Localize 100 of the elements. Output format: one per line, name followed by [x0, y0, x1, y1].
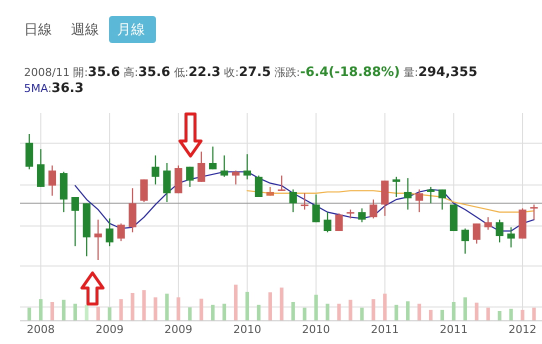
bar	[337, 304, 341, 321]
text: 收:27.5	[224, 65, 271, 80]
candlestick	[48, 164, 56, 196]
candlestick	[117, 222, 125, 242]
text: 漲跌:-6.4(-18.88%)	[274, 65, 400, 80]
text: 開:35.6	[73, 65, 120, 80]
x-tick-label: 2012	[508, 323, 537, 336]
x-tick-label: 2011	[370, 323, 399, 336]
text: :36.3	[48, 81, 84, 96]
bar	[532, 308, 536, 321]
candlestick	[300, 192, 308, 210]
bar	[314, 294, 318, 321]
bar	[176, 297, 180, 321]
candlestick	[392, 176, 400, 198]
text: 高:35.6	[124, 65, 170, 80]
bar	[372, 299, 376, 321]
candlestick	[472, 222, 480, 244]
x-tick-label: 2009	[96, 323, 124, 336]
bar	[96, 306, 100, 321]
bar	[234, 284, 238, 321]
text: 量:294,355	[403, 65, 478, 80]
bar	[474, 302, 478, 321]
candlestick	[71, 196, 79, 247]
candlestick	[106, 218, 114, 247]
x-tick-label: 2009	[164, 323, 192, 336]
bar	[245, 292, 250, 321]
candlestick	[140, 178, 148, 203]
candlestick	[209, 146, 217, 170]
bar	[486, 308, 490, 321]
bar	[165, 294, 169, 321]
bar	[291, 302, 295, 321]
candlestick	[426, 186, 435, 204]
bar	[188, 307, 192, 321]
candlestick	[484, 216, 492, 230]
bar	[119, 299, 123, 321]
bar	[222, 304, 226, 321]
candlestick	[312, 194, 320, 223]
x-tick-label: 2008	[26, 323, 55, 336]
bar	[62, 300, 66, 321]
bar	[130, 292, 134, 321]
text: 日線	[24, 22, 52, 38]
bar	[256, 304, 261, 321]
candlestick	[358, 208, 366, 223]
candlestick	[381, 180, 389, 216]
candlestick	[128, 188, 136, 233]
x-tick-label: 2011	[440, 323, 468, 336]
candlestick	[289, 188, 297, 213]
bar	[280, 288, 284, 321]
candlestick	[198, 151, 206, 182]
bar	[360, 308, 364, 321]
bar	[440, 310, 444, 321]
candlestick	[530, 204, 538, 220]
candlestick	[415, 188, 424, 213]
text: 週線	[71, 22, 99, 38]
bar	[28, 308, 32, 321]
bar	[326, 304, 330, 321]
bar	[509, 308, 513, 321]
x-tick-label: 2010	[302, 323, 330, 336]
candlestick	[507, 226, 515, 248]
bar	[417, 304, 422, 321]
bar	[200, 298, 204, 321]
candlestick	[186, 166, 194, 188]
bar	[463, 297, 467, 321]
candlestick	[278, 174, 286, 192]
candlestick	[461, 228, 469, 254]
candlestick	[324, 212, 332, 233]
x-tick-label: 2010	[233, 323, 262, 336]
bar	[108, 307, 112, 321]
candlestick	[404, 178, 412, 210]
candlestick	[36, 148, 45, 188]
candlestick	[370, 198, 378, 220]
bar	[406, 301, 410, 321]
bar	[84, 304, 88, 321]
bar	[73, 304, 77, 321]
bar	[452, 302, 456, 321]
text: 2008/11	[24, 66, 70, 79]
bar	[211, 304, 215, 321]
candlestick	[94, 219, 102, 261]
candlestick	[243, 154, 252, 180]
candlestick	[232, 170, 240, 185]
bar	[50, 302, 54, 321]
bar	[268, 292, 272, 321]
bar	[383, 294, 387, 321]
candlestick	[254, 174, 263, 198]
bar	[38, 299, 43, 321]
text: 低:22.3	[174, 65, 221, 80]
text: 5MA	[24, 82, 48, 95]
candlestick	[496, 219, 504, 243]
candlestick	[152, 154, 160, 185]
bar	[520, 310, 524, 321]
bar	[154, 297, 158, 321]
candlestick	[220, 154, 228, 178]
bar	[302, 308, 306, 321]
bar	[394, 304, 398, 321]
text: 月線	[117, 22, 145, 38]
bar	[498, 310, 502, 321]
candlestick	[26, 133, 34, 170]
bar	[428, 310, 433, 321]
candlestick	[163, 162, 171, 203]
bar	[348, 300, 352, 321]
